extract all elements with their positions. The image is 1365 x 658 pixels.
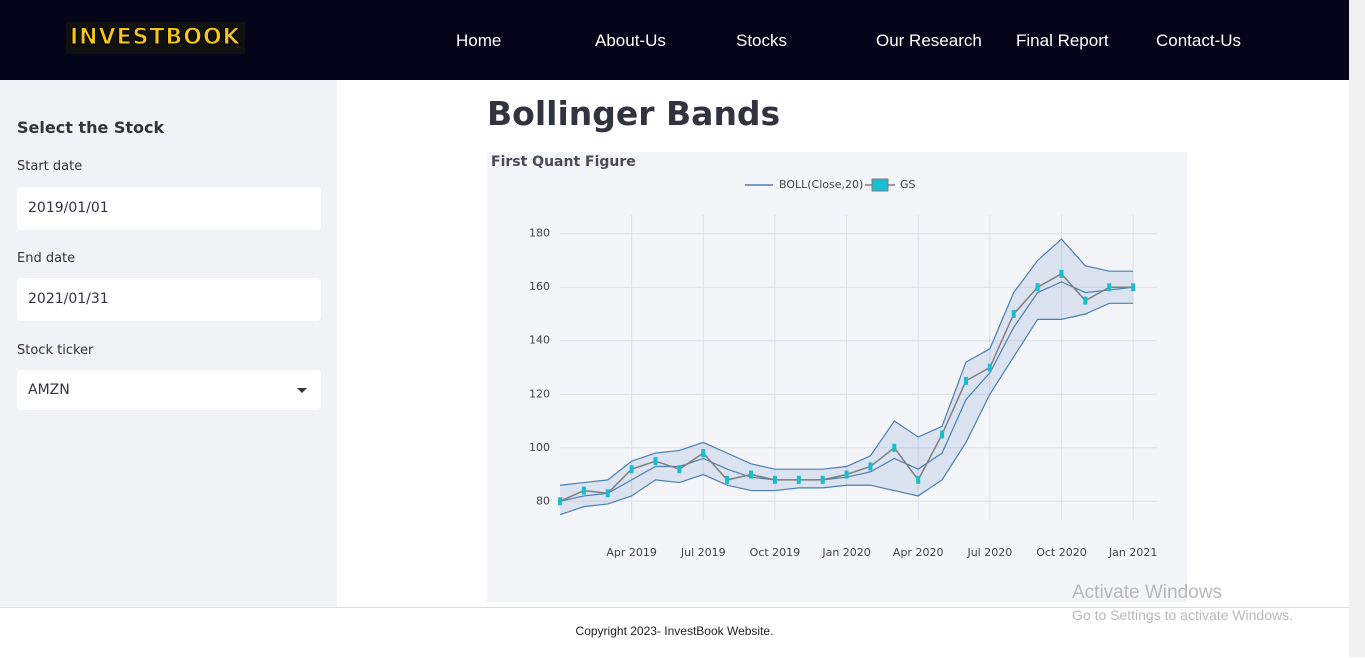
field-label: End date <box>17 251 76 266</box>
watermark-title: Activate Windows <box>1072 582 1222 603</box>
gs-candle <box>677 465 682 474</box>
gs-candle <box>1131 283 1136 292</box>
x-tick-label: Jul 2020 <box>966 546 1012 559</box>
gs-candle <box>1035 283 1040 292</box>
boll-lower <box>559 302 1134 516</box>
gs-candle <box>1059 269 1064 278</box>
y-tick-label: 180 <box>529 227 550 240</box>
gs-candle <box>1107 283 1112 292</box>
x-tick-label: Jul 2019 <box>680 546 726 559</box>
gs-candle <box>892 443 897 452</box>
navbar: INVESTBOOK Home About-Us Stocks Our Rese… <box>0 0 1349 80</box>
legend-label: GS <box>900 178 916 191</box>
nav-link[interactable]: Final Report <box>1016 31 1109 50</box>
gs-candle <box>701 449 706 458</box>
gs-candle <box>1083 296 1088 305</box>
gs-candle <box>916 475 921 484</box>
y-tick-label: 80 <box>536 494 550 507</box>
gs-candle <box>820 475 825 484</box>
scrollbar <box>1349 0 1365 657</box>
logo[interactable]: INVESTBOOK <box>66 22 245 54</box>
gs-candle <box>963 376 968 385</box>
gs-candle <box>796 475 801 484</box>
band-area <box>560 239 1134 515</box>
chart: First Quant Figure 80 100 120 140 160 180 Apr … <box>487 152 1187 602</box>
y-tick-label: 160 <box>529 280 550 293</box>
field-label: Start date <box>17 159 83 174</box>
gs-candle <box>629 465 634 474</box>
y-tick-label: 120 <box>529 387 550 400</box>
gs-candle <box>772 475 777 484</box>
gs-candle <box>581 486 586 495</box>
x-tick-label: Apr 2020 <box>893 546 944 559</box>
date-input[interactable]: 2019/01/01 <box>17 187 321 230</box>
legend-swatch <box>871 178 889 192</box>
gs-candle <box>558 497 562 506</box>
legend-label: BOLL(Close,20) <box>779 178 863 191</box>
nav-link[interactable]: About-Us <box>595 31 666 50</box>
dropdown-arrow <box>297 388 307 393</box>
nav-link[interactable]: Stocks <box>736 31 788 50</box>
gs-candle <box>987 363 992 372</box>
gs-candle <box>605 489 610 498</box>
chart-background <box>487 152 1187 602</box>
x-tick-label: Oct 2019 <box>750 546 801 559</box>
page-title: Bollinger Bands <box>487 94 781 133</box>
y-tick-label: 140 <box>529 334 550 347</box>
boll-upper <box>559 238 1134 486</box>
gs-candle <box>940 430 945 439</box>
y-tick-label: 100 <box>529 441 550 454</box>
x-tick-label: Jan 2021 <box>1108 546 1157 559</box>
gs-candle <box>1011 309 1016 318</box>
watermark-text: Go to Settings to activate Windows. <box>1072 607 1293 623</box>
chart-title: First Quant Figure <box>491 154 636 170</box>
gs-candle <box>653 457 658 466</box>
date-input[interactable]: 2021/01/31 <box>17 278 321 321</box>
nav-link[interactable]: Our Research <box>876 31 982 50</box>
sidebar: Select the Stock Start date 2019/01/01 E… <box>0 80 337 607</box>
gs-candle <box>725 475 730 484</box>
gs-candle <box>868 462 873 471</box>
field-label: Stock ticker <box>17 343 94 358</box>
x-tick-label: Oct 2020 <box>1036 546 1087 559</box>
gs-candle <box>844 470 849 479</box>
x-tick-label: Apr 2019 <box>606 546 657 559</box>
footer: Copyright 2023- InvestBook Website. <box>0 607 1349 658</box>
select[interactable]: AMZN <box>17 370 321 410</box>
sidebar-title: Select the Stock <box>17 118 165 137</box>
x-tick-label: Jan 2020 <box>821 546 870 559</box>
gs-candle <box>749 470 754 479</box>
nav-link[interactable]: Contact-Us <box>1156 31 1242 50</box>
nav-link[interactable]: Home <box>456 31 502 50</box>
